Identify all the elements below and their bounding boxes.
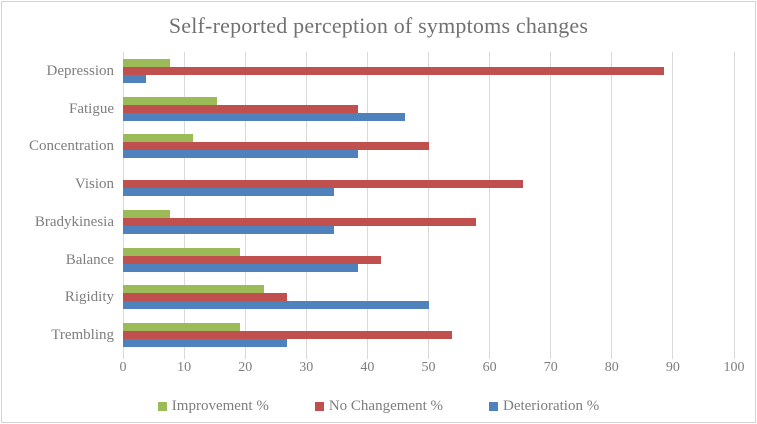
bar bbox=[123, 188, 335, 197]
legend-item: Deterioration % bbox=[488, 397, 600, 415]
gridline-40 bbox=[366, 52, 368, 359]
category-label: Fatigue bbox=[69, 100, 114, 117]
bar bbox=[123, 285, 265, 294]
legend-label: Deterioration % bbox=[502, 397, 600, 414]
bar bbox=[123, 142, 429, 151]
legend-label: No Changement % bbox=[328, 397, 443, 414]
bar bbox=[123, 263, 359, 272]
plot-area bbox=[122, 52, 735, 359]
category-axis: Depression Fatigue Concentration Vision Brad… bbox=[2, 52, 114, 354]
category-label: Depression bbox=[46, 62, 115, 79]
gridline-50 bbox=[428, 52, 429, 359]
bar bbox=[123, 301, 429, 310]
x-tick-label-50: 50 bbox=[421, 360, 436, 375]
bar bbox=[123, 255, 382, 264]
gridline-90 bbox=[672, 52, 674, 359]
bar bbox=[123, 134, 194, 143]
gridline-70 bbox=[550, 52, 552, 359]
bar bbox=[123, 104, 359, 113]
legend: Improvement % No Changement % Deterioratio… bbox=[2, 397, 755, 415]
gridline-100 bbox=[733, 52, 735, 359]
bar bbox=[123, 293, 288, 302]
gridline-20 bbox=[244, 52, 246, 359]
gridline-30 bbox=[305, 52, 307, 359]
bar bbox=[123, 96, 218, 105]
x-tick-label-10: 10 bbox=[177, 360, 192, 375]
bar bbox=[123, 66, 664, 75]
legend-label: Improvement % bbox=[171, 397, 269, 414]
bar bbox=[123, 150, 359, 159]
legend-swatch-icon bbox=[314, 401, 324, 411]
bar bbox=[123, 112, 406, 121]
legend-item: Improvement % bbox=[157, 397, 269, 415]
x-tick-label-30: 30 bbox=[299, 360, 314, 375]
bar bbox=[123, 74, 147, 83]
bar bbox=[123, 217, 476, 226]
bar bbox=[123, 323, 241, 332]
x-tick-label-0: 0 bbox=[119, 360, 127, 375]
category-label: Rigidity bbox=[64, 289, 114, 306]
x-tick-label-20: 20 bbox=[238, 360, 253, 375]
bar bbox=[123, 339, 288, 348]
legend-item: No Changement % bbox=[314, 397, 443, 415]
gridline-60 bbox=[489, 52, 491, 359]
bar bbox=[123, 247, 241, 256]
bar bbox=[123, 225, 335, 234]
bar bbox=[123, 180, 523, 189]
chart-title: Self-reported perception of symptoms cha… bbox=[168, 13, 589, 38]
bar bbox=[123, 331, 452, 340]
category-label: Balance bbox=[65, 251, 114, 268]
category-label: Bradykinesia bbox=[34, 213, 114, 230]
bar bbox=[123, 58, 171, 67]
gridline-80 bbox=[611, 52, 613, 359]
x-tick-label-80: 80 bbox=[604, 360, 619, 375]
x-axis: 0 10 20 30 40 50 60 70 80 90 100 bbox=[119, 360, 745, 376]
legend-swatch-icon bbox=[488, 401, 498, 411]
gridline-10 bbox=[183, 52, 185, 359]
x-tick-label-40: 40 bbox=[360, 360, 375, 375]
x-tick-label-100: 100 bbox=[723, 360, 745, 375]
x-tick-label-90: 90 bbox=[665, 360, 680, 375]
category-label: Trembling bbox=[51, 327, 114, 344]
legend-swatch-icon bbox=[157, 401, 167, 411]
gridline-0 bbox=[122, 52, 124, 359]
category-label: Concentration bbox=[29, 138, 114, 155]
bar bbox=[123, 209, 171, 218]
x-tick-label-60: 60 bbox=[482, 360, 497, 375]
category-label: Vision bbox=[74, 176, 114, 193]
x-tick-label-70: 70 bbox=[543, 360, 558, 375]
